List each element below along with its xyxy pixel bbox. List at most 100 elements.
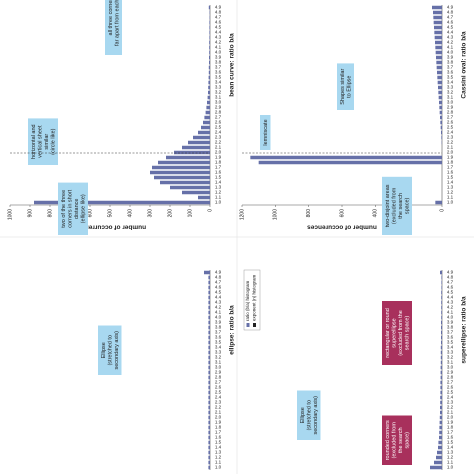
x-tick-label: 3.9 xyxy=(447,320,454,325)
bar xyxy=(434,460,442,465)
x-tick-label: 2.4 xyxy=(215,395,222,400)
annotation-box xyxy=(297,390,321,440)
x-tick-label: 2.7 xyxy=(215,380,222,385)
x-tick-label: 1.6 xyxy=(215,170,222,175)
annotation: (excluded from the xyxy=(398,310,404,356)
x-tick-label: 4.2 xyxy=(215,40,222,45)
x-tick-label: 3.0 xyxy=(447,100,454,105)
x-tick-label: 2.9 xyxy=(447,370,454,375)
bar xyxy=(208,280,210,285)
annotation: (stretched to xyxy=(306,400,312,431)
annotation: space) xyxy=(404,432,410,449)
bar xyxy=(174,150,210,155)
x-tick-label: 4.1 xyxy=(447,310,454,315)
x-tick-label: 4.2 xyxy=(215,305,222,310)
x-tick-label: 2.5 xyxy=(447,390,454,395)
bar xyxy=(160,180,210,185)
bar xyxy=(441,325,442,330)
bar xyxy=(208,465,210,470)
bar xyxy=(441,275,442,280)
x-tick-label: 2.7 xyxy=(215,115,222,120)
x-tick-label: 4.6 xyxy=(447,285,454,290)
y-tick-label: 800 xyxy=(47,209,53,218)
annotation: corners in short xyxy=(67,189,73,227)
x-tick-label: 2.1 xyxy=(215,410,222,415)
annotation-box xyxy=(260,115,271,150)
bar xyxy=(250,155,443,160)
bar xyxy=(208,295,210,300)
x-tick-label: 3.2 xyxy=(215,90,222,95)
panel: 1.01.11.21.31.41.51.61.71.81.92.02.12.22… xyxy=(239,5,468,235)
x-tick-label: 3.3 xyxy=(215,350,222,355)
annotation: horizontal and xyxy=(31,124,37,159)
x-tick-label: 4.9 xyxy=(447,270,454,275)
bar xyxy=(204,115,210,120)
bar xyxy=(439,415,443,420)
annotation: distance xyxy=(74,199,80,220)
bar xyxy=(440,350,443,355)
x-tick-label: 3.6 xyxy=(215,70,222,75)
bar xyxy=(208,365,210,370)
bar xyxy=(207,100,210,105)
bar xyxy=(437,450,442,455)
x-axis-title: superellipse: ratio b/a xyxy=(461,296,468,364)
annotation: two of the three xyxy=(61,190,67,228)
x-tick-label: 3.5 xyxy=(447,340,454,345)
x-tick-label: 4.9 xyxy=(447,5,454,10)
bar xyxy=(209,25,210,30)
bar xyxy=(205,110,211,115)
x-tick-label: 3.2 xyxy=(215,355,222,360)
x-tick-label: 3.4 xyxy=(215,345,222,350)
bar xyxy=(441,300,442,305)
x-tick-label: 2.0 xyxy=(447,150,454,155)
x-tick-label: 4.2 xyxy=(447,305,454,310)
bar xyxy=(440,365,443,370)
x-tick-label: 2.0 xyxy=(215,415,222,420)
bar xyxy=(182,190,210,195)
bar xyxy=(208,355,210,360)
bar xyxy=(208,315,210,320)
x-tick-label: 3.0 xyxy=(215,100,222,105)
annotation: all three corners xyxy=(108,0,114,35)
x-tick-label: 1.9 xyxy=(447,420,454,425)
bar xyxy=(208,275,210,280)
x-tick-label: 4.7 xyxy=(215,15,222,20)
bar xyxy=(436,455,442,460)
x-tick-label: 4.1 xyxy=(215,45,222,50)
bar xyxy=(150,170,210,175)
x-tick-label: 1.2 xyxy=(447,190,454,195)
x-tick-label: 2.6 xyxy=(215,385,222,390)
bar xyxy=(208,300,210,305)
bar xyxy=(208,80,210,85)
x-tick-label: 2.3 xyxy=(215,400,222,405)
x-tick-label: 1.9 xyxy=(215,420,222,425)
bar xyxy=(438,445,442,450)
bar xyxy=(440,400,442,405)
bar xyxy=(440,120,442,125)
bar xyxy=(208,410,210,415)
x-tick-label: 2.8 xyxy=(215,110,222,115)
y-tick-label: 400 xyxy=(127,209,133,218)
bar xyxy=(441,290,442,295)
annotation: (circle like) xyxy=(50,128,56,154)
bar xyxy=(435,40,442,45)
x-tick-label: 1.5 xyxy=(215,440,222,445)
x-tick-label: 4.8 xyxy=(447,10,454,15)
annotation: Ellipse xyxy=(101,342,107,358)
bar xyxy=(435,200,442,205)
bar xyxy=(208,455,210,460)
y-tick-label: 1000 xyxy=(7,209,13,220)
x-tick-label: 3.7 xyxy=(215,65,222,70)
panel: 1.01.11.21.31.41.51.61.71.81.92.02.12.22… xyxy=(98,270,236,470)
annotation-box xyxy=(98,325,122,375)
y-tick-label: 1200 xyxy=(239,209,245,220)
bar xyxy=(440,125,443,130)
annotation: rectangular or round xyxy=(385,308,391,358)
bar xyxy=(209,20,210,25)
x-tick-label: 3.6 xyxy=(215,335,222,340)
x-tick-label: 4.2 xyxy=(447,40,454,45)
x-tick-label: 1.4 xyxy=(447,445,454,450)
annotation: (excluded from xyxy=(391,187,397,224)
bar xyxy=(209,35,210,40)
bar xyxy=(208,405,210,410)
